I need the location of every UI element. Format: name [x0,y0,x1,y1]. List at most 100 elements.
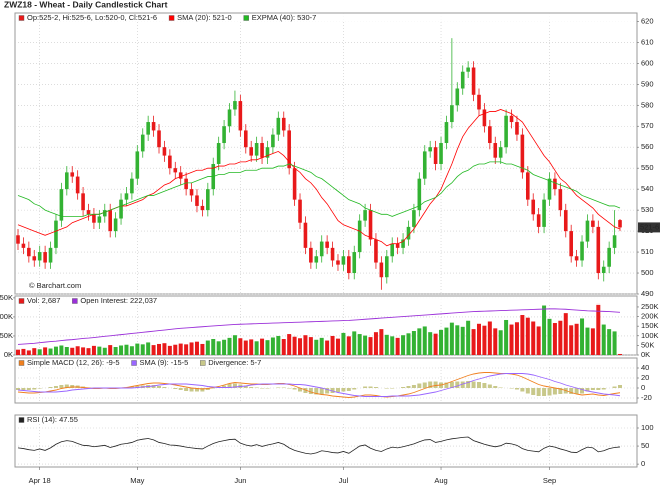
volume-bar [32,348,37,355]
divergence-bar [373,387,378,388]
volume-bar [303,335,308,355]
volume-bar [243,340,248,355]
y2-tick-label: 100K [641,331,659,340]
candle-body [493,143,498,158]
legend-backdrop [16,359,636,367]
candle-body [504,115,508,148]
candle-body [585,220,590,242]
volume-bar [205,340,210,355]
y-tick-label: 550 [641,163,654,172]
y-tick-label: 600 [641,58,654,67]
candle-body [168,155,172,169]
volume-bar [189,342,194,355]
divergence-bar [211,388,216,389]
divergence-bar [281,387,286,388]
candle-body [488,126,492,144]
divergence-bar [363,386,368,388]
candle-body [319,241,324,257]
volume-bar [547,318,552,355]
divergence-bar [509,388,514,389]
volume-bar [194,341,199,355]
volume-bar [200,343,205,355]
volume-bar [64,347,69,355]
y-tick-label: 0 [641,459,645,468]
volume-bar [238,338,243,355]
volume-bar [390,336,395,355]
candle-body [173,168,178,173]
divergence-bar [59,385,64,388]
divergence-bar [552,388,557,395]
volume-bar [352,331,357,355]
candle-body [460,71,465,89]
volume-bar [129,346,134,355]
candle-body [547,178,552,200]
volume-bar [368,337,373,355]
candle-body [124,193,129,200]
volume-bar [254,341,259,355]
candle-body [108,210,112,232]
candle-body [222,126,226,144]
candle-body [292,168,297,200]
divergence-bar [590,388,595,390]
candle-body [32,256,37,261]
candle-body [536,214,541,227]
divergence-bar [476,382,481,388]
divergence-bar [466,381,471,388]
volume-bar [113,347,118,355]
candle-body [276,117,281,135]
y-tick-label: 100 [641,423,654,432]
candle-body [119,199,123,219]
divergence-bar [157,386,162,388]
candle-body [27,247,31,257]
candle-body [417,178,422,211]
candle-body [271,134,275,148]
volume-bar [580,318,585,355]
candle-body [102,210,107,217]
divergence-bar [243,385,248,388]
volume-bar [612,331,617,355]
x-tick-label: Apr 18 [29,476,51,485]
candle-body [558,189,563,211]
candle-body [238,101,243,131]
y-tick-label: 510 [641,247,654,256]
y-tick-label: 570 [641,121,654,130]
volume-bar [439,329,444,355]
candle-body [553,178,557,190]
divergence-bar [585,388,590,392]
volume-bar [569,325,574,355]
divergence-bar [531,388,536,395]
y-tick-label: 610 [641,37,654,46]
divergence-bar [596,388,601,390]
divergence-bar [189,388,194,392]
volume-bar [379,329,384,355]
volume-bar [270,337,275,355]
candle-body [591,220,595,227]
volume-bar [514,322,519,355]
candle-body [612,235,617,248]
volume-bar [21,348,26,355]
divergence-bar [48,387,53,388]
candle-body [298,199,302,223]
volume-bar [81,347,86,355]
candle-body [374,239,378,263]
divergence-bar [194,388,199,392]
candle-body [569,231,573,257]
volume-bar [26,350,31,355]
volume-bar [298,338,303,355]
volume-bar [401,335,406,355]
y2-tick-label: 150K [641,321,659,330]
volume-bar [53,346,58,355]
legend-swatch [243,15,249,21]
volume-bar [48,348,53,355]
volume-bar [574,323,579,355]
candle-body [113,218,118,232]
candle-body [309,247,313,263]
candle-body [135,151,140,179]
divergence-bar [314,388,319,395]
volume-bar [216,341,221,355]
divergence-bar [292,388,297,390]
volume-bar [520,315,525,355]
volume-bar [335,338,340,355]
divergence-bar [352,388,357,390]
volume-bar [384,334,389,355]
